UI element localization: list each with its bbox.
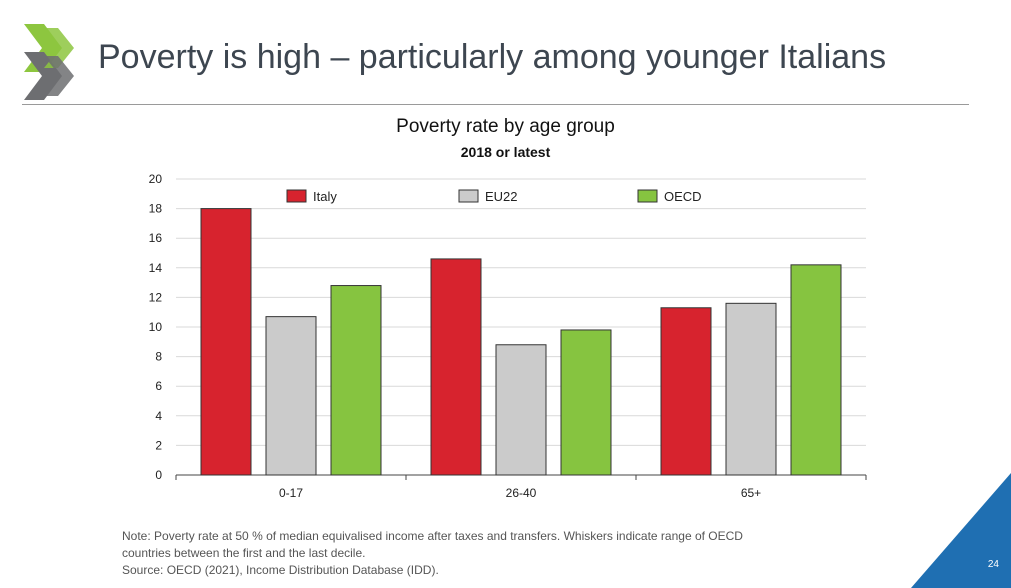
bar-chart: 0 2 4 6 8 10 12 14 16 18 20 0-17 26-40 65+ Italy EU22 OE… xyxy=(149,172,867,500)
page-number: 24 xyxy=(987,559,999,570)
x-tick-label: 26-40 xyxy=(506,486,537,500)
bar-italy-26-40 xyxy=(430,258,482,476)
corner-triangle-decoration xyxy=(911,473,1011,588)
y-tick-label: 8 xyxy=(155,350,162,364)
legend-label-italy: Italy xyxy=(313,189,337,204)
bar-italy-0-17 xyxy=(200,208,252,476)
chart-title: Poverty rate by age group xyxy=(396,116,615,137)
y-tick-label: 12 xyxy=(149,290,163,304)
bar-italy-65+ xyxy=(660,307,712,476)
y-tick-label: 4 xyxy=(155,409,162,423)
legend-swatch-eu22 xyxy=(458,189,479,203)
bar-oecd-0-17 xyxy=(330,285,382,476)
y-tick-label: 14 xyxy=(149,261,163,275)
bar-eu22-0-17 xyxy=(265,316,317,476)
legend-swatch-italy xyxy=(286,189,307,203)
legend-label-oecd: OECD xyxy=(664,189,702,204)
y-tick-label: 2 xyxy=(155,438,162,452)
note-line: countries between the first and the last… xyxy=(122,546,366,560)
chart-subtitle: 2018 or latest xyxy=(460,144,551,160)
source-line: Source: OECD (2021), Income Distribution… xyxy=(122,563,439,577)
legend-swatch-oecd xyxy=(637,189,658,203)
y-tick-label: 0 xyxy=(155,468,162,482)
bar-eu22-65+ xyxy=(725,302,777,476)
y-tick-label: 10 xyxy=(149,320,163,334)
title-divider xyxy=(22,104,969,105)
x-tick-label: 0-17 xyxy=(279,486,303,500)
y-tick-label: 18 xyxy=(149,202,163,216)
note-line: Note: Poverty rate at 50 % of median equ… xyxy=(122,529,743,543)
y-tick-label: 20 xyxy=(149,172,163,186)
x-tick-label: 65+ xyxy=(741,486,761,500)
slide-title: Poverty is high – particularly among you… xyxy=(98,38,887,76)
logo-chevron-dark-2 xyxy=(44,56,74,96)
bar-eu22-26-40 xyxy=(495,344,547,476)
bar-oecd-65+ xyxy=(790,264,842,476)
legend-label-eu22: EU22 xyxy=(485,189,518,204)
bar-oecd-26-40 xyxy=(560,329,612,476)
chart-note: Note: Poverty rate at 50 % of median equ… xyxy=(122,528,822,579)
y-tick-label: 6 xyxy=(155,379,162,393)
oecd-chevron-logo-icon xyxy=(24,24,74,100)
y-tick-label: 16 xyxy=(149,231,163,245)
